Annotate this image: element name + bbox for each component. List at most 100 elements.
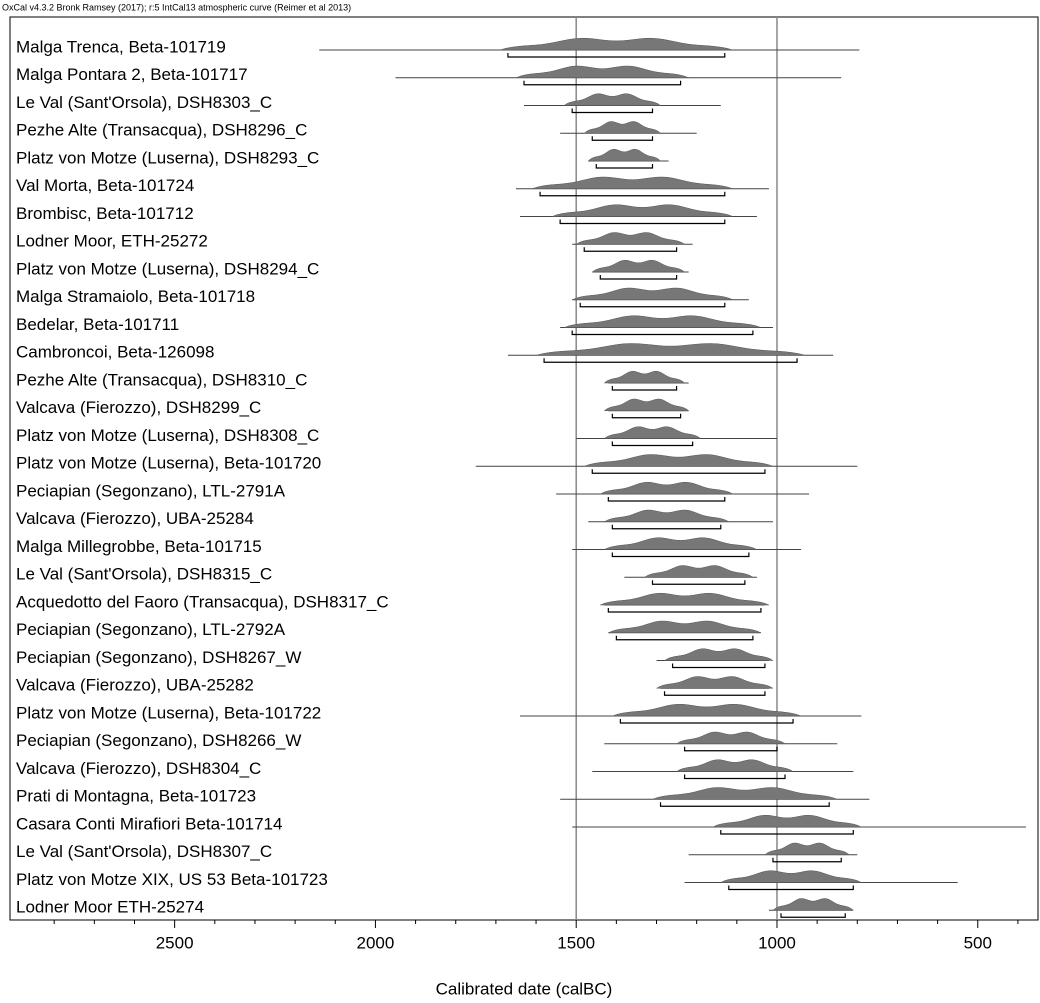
distribution	[675, 731, 786, 745]
range-bracket	[507, 53, 726, 58]
range-bracket	[651, 580, 746, 585]
row-label: Malga Millegrobbe, Beta-101715	[16, 537, 262, 556]
range-bracket	[720, 830, 854, 835]
range-bracket	[559, 219, 726, 225]
distribution	[575, 232, 685, 245]
chart-header: OxCal v4.3.2 Bronk Ramsey (2017); r:5 In…	[2, 2, 351, 12]
row-label: Peciapian (Segonzano), DSH8267_W	[16, 648, 301, 667]
range-bracket	[595, 164, 654, 169]
range-bracket	[611, 413, 682, 419]
range-bracket	[571, 330, 754, 336]
row-label: Le Val (Sant'Orsola), DSH8303_C	[16, 93, 272, 112]
range-bracket	[591, 136, 654, 141]
row-label: Platz von Motze (Luserna), DSH8294_C	[16, 259, 319, 278]
row-label: Valcava (Fierozzo), DSH8304_C	[16, 759, 261, 778]
row-label: Platz von Motze XIX, US 53 Beta-101723	[16, 870, 328, 889]
distribution	[651, 787, 838, 800]
distribution	[604, 509, 730, 523]
distribution	[644, 565, 754, 578]
range-bracket	[619, 719, 794, 724]
row-label: Val Morta, Beta-101724	[16, 176, 194, 195]
row-label: Prati di Montagna, Beta-101723	[16, 787, 256, 806]
x-tick-label: 1000	[758, 933, 796, 952]
range-bracket	[780, 913, 846, 918]
distribution	[764, 842, 850, 856]
range-bracket	[659, 802, 830, 807]
range-bracket	[579, 302, 726, 308]
distribution	[656, 676, 774, 689]
row-label: Lodner Moor ETH-25274	[16, 898, 204, 917]
distribution	[564, 93, 662, 106]
range-bracket	[599, 275, 678, 280]
range-bracket	[539, 191, 726, 197]
row-label: Le Val (Sant'Orsola), DSH8315_C	[16, 565, 272, 584]
x-tick-label: 2000	[357, 933, 395, 952]
range-bracket	[607, 497, 726, 502]
x-axis-label: Calibrated date (calBC)	[436, 979, 613, 998]
range-bracket	[607, 608, 762, 613]
distribution	[535, 343, 806, 356]
row-label: Acquedotto del Faoro (Transacqua), DSH83…	[16, 592, 389, 611]
distribution	[772, 898, 854, 911]
row-label: Platz von Motze (Luserna), Beta-101722	[16, 703, 321, 722]
range-bracket	[611, 524, 722, 530]
range-bracket	[523, 80, 682, 86]
range-bracket	[684, 746, 778, 752]
row-label: Peciapian (Segonzano), LTL-2791A	[16, 481, 286, 500]
range-bracket	[684, 774, 786, 780]
distribution	[571, 287, 734, 301]
range-bracket	[583, 247, 678, 252]
x-tick-label: 500	[964, 933, 992, 952]
range-bracket	[591, 469, 766, 474]
distribution	[612, 703, 802, 717]
range-bracket	[615, 635, 754, 641]
row-label: Malga Trenca, Beta-101719	[16, 37, 226, 56]
range-bracket	[611, 441, 694, 447]
distribution	[592, 259, 686, 273]
distribution	[603, 370, 686, 384]
distribution	[664, 648, 774, 661]
range-bracket	[611, 552, 750, 558]
row-label: Platz von Motze (Luserna), DSH8308_C	[16, 426, 319, 445]
row-label: Pezhe Alte (Transacqua), DSH8310_C	[16, 370, 307, 389]
distribution	[515, 65, 689, 79]
plot-frame	[9, 16, 1039, 921]
range-bracket	[571, 108, 654, 114]
x-tick-label: 2500	[156, 933, 194, 952]
distribution	[712, 814, 862, 828]
distribution	[583, 121, 661, 134]
row-label: Peciapian (Segonzano), DSH8266_W	[16, 731, 301, 750]
distribution	[600, 481, 733, 495]
x-tick-label: 1500	[557, 933, 595, 952]
row-label: Casara Conti Mirafiori Beta-101714	[16, 814, 282, 833]
row-label: Valcava (Fierozzo), UBA-25282	[16, 676, 254, 695]
row-label: Malga Stramaiolo, Beta-101718	[16, 287, 255, 306]
distribution	[600, 592, 769, 606]
range-bracket	[611, 386, 678, 391]
row-label: Bedelar, Beta-101711	[16, 315, 179, 334]
row-label: Lodner Moor, ETH-25272	[16, 232, 208, 251]
range-bracket	[543, 358, 798, 363]
distribution	[531, 176, 734, 190]
range-bracket	[728, 885, 854, 891]
row-label: Malga Pontara 2, Beta-101717	[16, 65, 248, 84]
row-label: Pezhe Alte (Transacqua), DSH8296_C	[16, 121, 307, 140]
row-label: Valcava (Fierozzo), UBA-25284	[16, 509, 254, 528]
distribution	[588, 148, 662, 162]
distribution	[603, 426, 702, 439]
distribution	[720, 870, 862, 883]
row-label: Valcava (Fierozzo), DSH8299_C	[16, 398, 261, 417]
distribution	[499, 37, 733, 51]
distribution	[552, 204, 733, 217]
row-label: Cambroncoi, Beta-126098	[16, 343, 214, 362]
range-bracket	[663, 691, 766, 696]
row-label: Platz von Motze (Luserna), DSH8293_C	[16, 148, 319, 167]
distribution	[564, 315, 761, 328]
row-label: Brombisc, Beta-101712	[16, 204, 194, 223]
distribution	[604, 537, 758, 550]
row-label: Le Val (Sant'Orsola), DSH8307_C	[16, 842, 272, 861]
distribution	[604, 398, 689, 411]
row-label: Peciapian (Segonzano), LTL-2792A	[16, 620, 286, 639]
distribution	[607, 620, 762, 634]
